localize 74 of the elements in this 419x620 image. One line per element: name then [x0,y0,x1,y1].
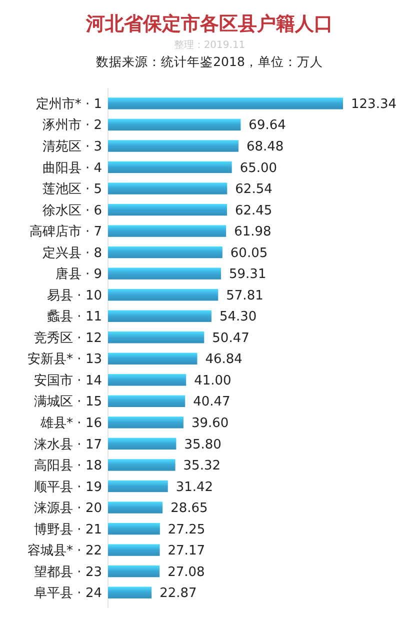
y-tick-label: 望都县 · 23 [34,564,102,580]
bar [108,140,238,152]
bar [108,395,186,408]
data-label: 62.54 [235,182,272,198]
chart-title: 河北省保定市各区县户籍人口 [85,13,333,35]
data-label: 35.80 [184,437,222,452]
bar [108,118,241,131]
bar [108,98,343,110]
bar [108,502,163,514]
y-tick-label: 清苑区 · 3 [42,140,102,155]
bar [108,374,186,386]
y-tick-label: 高碑店市 · 7 [29,224,102,240]
y-tick-label: 蠡县 · 11 [47,310,102,325]
data-label: 54.30 [219,310,257,325]
y-tick-label: 定兴县 · 8 [42,246,102,261]
bar [108,310,212,322]
y-tick-label: 满城区 · 15 [34,394,102,410]
y-tick-label: 竞秀区 · 12 [34,330,102,346]
data-label: 40.47 [193,394,230,410]
y-tick-label: 雄县* · 16 [40,416,102,431]
data-label: 27.25 [168,522,206,538]
data-label: 31.42 [176,480,214,495]
data-label: 46.84 [205,352,242,368]
y-tick-label: 唐县 · 9 [55,267,102,282]
y-tick-label: 博野县 · 21 [34,522,102,538]
data-label: 22.87 [160,586,197,602]
data-label: 27.08 [168,564,205,580]
y-tick-label: 顺平县 · 19 [34,480,102,495]
bar [108,565,160,578]
bar [108,586,152,598]
data-label: 41.00 [194,373,232,388]
bar [108,352,198,364]
y-tick-label: 阜平县 · 24 [34,586,102,602]
data-label: 62.45 [234,203,272,218]
y-tick-label: 涞水县 · 17 [34,437,102,452]
data-label: 123.34 [351,96,396,112]
y-tick-label: 涿州市 · 2 [42,118,102,134]
data-label: 59.31 [229,267,266,282]
bar [108,459,176,471]
data-label: 39.60 [191,416,229,431]
bar [108,268,222,280]
bar [108,204,227,216]
bar [108,480,168,492]
bar [108,522,160,535]
data-label: 50.47 [212,330,250,346]
data-label: 35.32 [183,458,221,474]
bar [108,225,226,237]
data-label: 27.17 [168,544,205,559]
data-label: 28.65 [170,501,208,516]
data-label: 60.05 [230,246,268,261]
y-tick-label: 涞源县 · 20 [34,501,102,516]
y-tick-label: 定州市* · 1 [36,96,102,112]
y-tick-label: 徐水区 · 6 [42,203,102,218]
y-tick-label: 易县 · 10 [47,288,102,304]
data-label: 68.48 [246,140,284,155]
y-tick-label: 莲池区 · 5 [42,182,102,198]
bar [108,161,232,174]
y-tick-label: 容城县* · 22 [28,542,102,559]
bar [108,438,176,450]
data-label: 69.64 [248,118,286,134]
data-label: 65.00 [240,160,278,176]
source-note: 数据来源：统计年鉴2018，单位：万人 [96,54,323,69]
bar [108,288,218,301]
y-tick-label: 高阳县 · 18 [34,458,102,474]
data-label: 61.98 [234,224,272,240]
bar [108,182,228,194]
data-label: 57.81 [226,288,264,304]
y-tick-label: 安国市 · 14 [34,372,102,388]
bar [108,246,222,258]
bar [108,416,184,428]
y-tick-label: 曲阳县 · 4 [42,160,102,176]
bar [108,544,160,556]
bar [108,332,204,344]
y-tick-label: 安新县* · 13 [28,351,102,368]
